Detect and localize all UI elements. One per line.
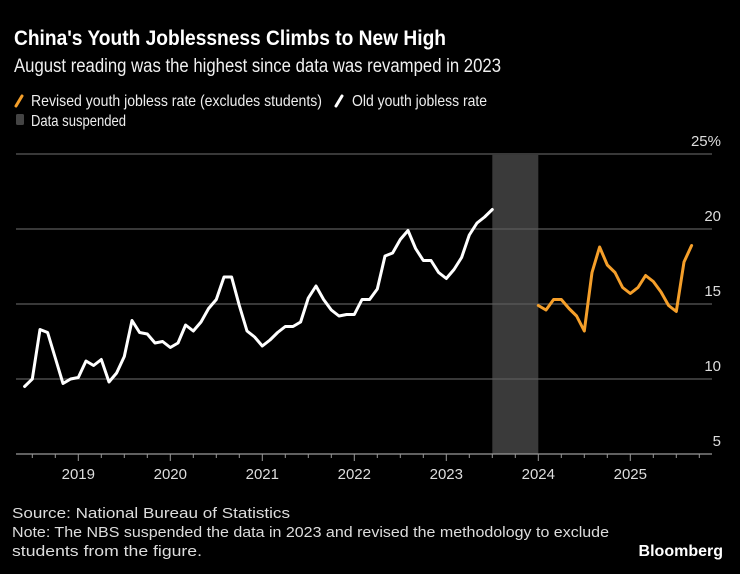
legend-revised-label: Revised youth jobless rate (excludes stu… bbox=[31, 93, 322, 110]
chart-title: China's Youth Joblessness Climbs to New … bbox=[14, 27, 446, 50]
legend-suspended-label: Data suspended bbox=[31, 113, 126, 130]
legend-old-swatch-icon bbox=[334, 94, 344, 108]
source-text: Source: National Bureau of Statistics bbox=[12, 505, 290, 522]
legend-revised-swatch-icon bbox=[14, 94, 24, 108]
plot-area: 25% 20 15 10 5 2019 2020 2021 2022 2023 2024 2025 bbox=[16, 133, 721, 483]
chart-subtitle: August reading was the highest since dat… bbox=[14, 56, 501, 77]
revised-rate-line bbox=[536, 244, 694, 333]
legend: Revised youth jobless rate (excludes stu… bbox=[14, 93, 487, 130]
x-tick-label: 2025 bbox=[614, 466, 647, 483]
x-tick-label: 2019 bbox=[62, 466, 95, 483]
y-tick-label: 25% bbox=[691, 133, 721, 150]
note-text-line1: Note: The NBS suspended the data in 2023… bbox=[12, 524, 609, 541]
legend-suspended-swatch-icon bbox=[16, 114, 24, 125]
x-tick-label: 2023 bbox=[430, 466, 463, 483]
x-tick-label: 2022 bbox=[338, 466, 371, 483]
x-tick-label: 2024 bbox=[522, 466, 555, 483]
y-tick-label: 5 bbox=[713, 433, 721, 450]
x-tick-label: 2021 bbox=[246, 466, 279, 483]
legend-old-label: Old youth jobless rate bbox=[352, 93, 487, 110]
note-text-line2: students from the figure. bbox=[12, 543, 202, 560]
y-tick-label: 15 bbox=[704, 283, 721, 300]
y-tick-label: 10 bbox=[704, 358, 721, 375]
bloomberg-logo: Bloomberg bbox=[639, 543, 723, 560]
y-tick-label: 20 bbox=[704, 208, 721, 225]
x-tick-label: 2020 bbox=[154, 466, 187, 483]
old-rate-line bbox=[23, 208, 494, 388]
